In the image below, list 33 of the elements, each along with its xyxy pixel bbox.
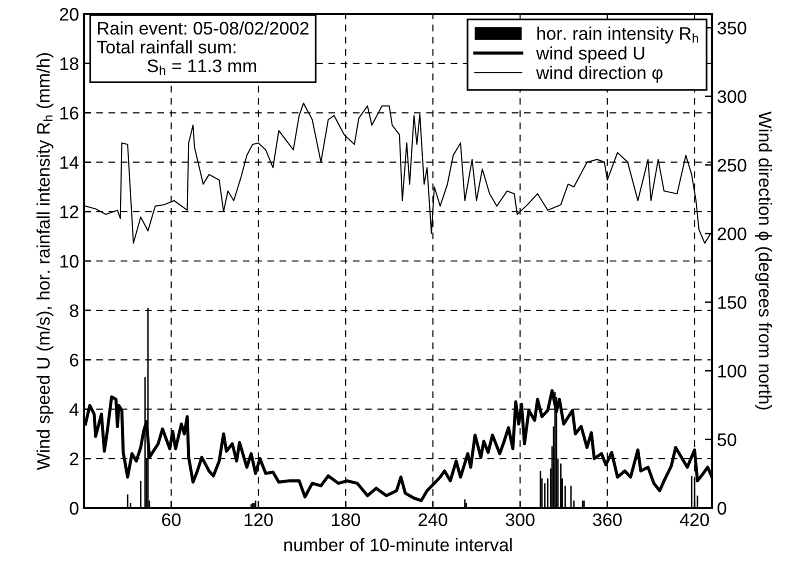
y2-tick-label: 350	[718, 22, 746, 34]
x-tick-label: 420	[680, 513, 709, 526]
y-tick-label: 18	[60, 57, 78, 70]
y-tick-label: 4	[70, 403, 79, 416]
y-axis-title: Wind speed U (m/s), hor. rainfall intensity R$_{h}$ (mm/h)	[36, 53, 54, 470]
y-tick-label: 12	[60, 206, 78, 218]
annotation: Rain event: 05-08/02/2002 Total rainfall sum: S$_{h}$ = 11.3 mm	[96, 21, 308, 75]
y2-tick-label: 250	[718, 158, 746, 172]
x-tick-label: 300	[506, 513, 534, 526]
y-tick-label: 16	[60, 106, 78, 120]
y-tick-label: 0	[70, 502, 78, 515]
y2-tick-label: 50	[718, 433, 736, 446]
x-tick-label: 360	[592, 513, 622, 526]
x-tick-label: 60	[162, 513, 181, 526]
y-tick-label: 14	[60, 156, 79, 169]
y-tick-label: 6	[70, 354, 78, 367]
legend-label: wind speed U	[536, 46, 644, 64]
y-tick-label: 10	[60, 254, 78, 268]
x-axis-title: number of 10-minute interval	[284, 538, 512, 552]
legend-label: hor. rain intensity R$_{h}$	[537, 26, 698, 44]
x-tick-label: 180	[332, 513, 360, 526]
x-tick-label: 240	[418, 513, 448, 526]
y-tick-label: 20	[60, 8, 78, 21]
legend-label: wind direction φ	[536, 66, 662, 83]
y2-tick-label: 200	[718, 227, 746, 240]
y2-axis-title: Wind direction ϕ (degrees from north)	[755, 112, 772, 410]
x-tick-label: 120	[244, 513, 273, 526]
y2-tick-label: 150	[718, 296, 746, 309]
y2-tick-label: 300	[718, 90, 746, 104]
y2-tick-label: 100	[718, 364, 746, 378]
y2-tick-label: 0	[718, 502, 726, 515]
y-tick-label: 8	[70, 304, 78, 318]
y-tick-label: 2	[70, 452, 78, 466]
